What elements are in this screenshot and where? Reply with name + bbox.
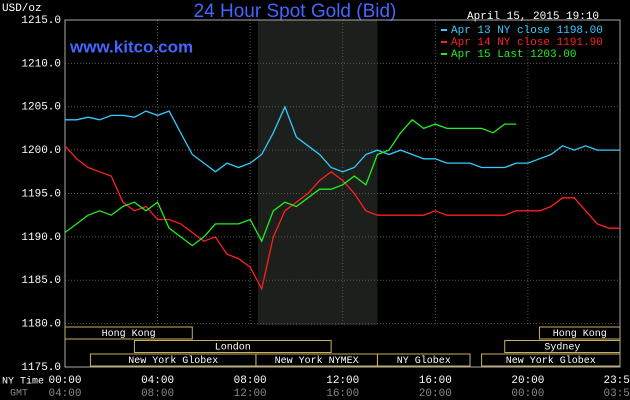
chart-title: 24 Hour Spot Gold (Bid) [194,1,397,22]
legend-label: Apr 15 Last 1203.00 [451,49,576,61]
y-axis-label: USD/oz [2,3,42,15]
x2-axis-label: GMT [10,389,28,400]
x2-tick-label: 08:00 [141,388,174,400]
y-tick-label: 1175.0 [21,362,61,374]
x-tick-label: 16:00 [419,375,452,387]
x-tick-label: 20:00 [511,375,544,387]
session-bar [64,326,193,340]
legend-label: Apr 14 NY close 1191.90 [451,37,603,49]
session-label: Sydney [544,342,580,354]
series-line [65,105,620,173]
session-bar [133,340,332,353]
x-axis-label: NY Time [2,376,44,388]
x-tick-label: 04:00 [141,375,174,387]
x2-tick-label: 00:00 [511,388,544,400]
x2-tick-label: 16:00 [326,388,359,400]
session-label: Hong Kong [102,329,156,340]
session-bar [481,353,621,367]
x2-tick-label: 20:00 [419,388,452,400]
session-bar [504,340,621,353]
y-tick-label: 1210.0 [21,58,61,70]
x-tick-label: 00:00 [48,375,81,387]
session-label: Hong Kong [553,329,607,340]
y-tick-label: 1190.0 [21,232,61,244]
session-label: New York Globex [128,355,218,367]
y-tick-label: 1205.0 [21,102,61,114]
y-tick-label: 1215.0 [21,15,61,27]
x-tick-label: 08:00 [234,375,267,387]
y-tick-label: 1185.0 [21,275,61,287]
session-label: New York Globex [506,355,596,367]
session-label: NY Globex [397,355,451,367]
session-label: New York NYMEX [275,355,359,367]
x2-tick-label: 12:00 [234,388,267,400]
y-tick-label: 1195.0 [21,188,61,200]
x2-tick-label: 03:59 [603,388,630,400]
x-tick-label: 12:00 [326,375,359,387]
x2-tick-label: 04:00 [48,388,81,400]
series-line [64,145,620,291]
y-tick-label: 1200.0 [21,145,61,157]
session-bar [376,353,471,367]
plot-frame [64,19,621,368]
session-bar [538,326,621,340]
legend-label: Apr 13 NY close 1198.00 [451,25,603,37]
watermark: www.kitco.com [69,37,193,56]
session-label: London [215,342,251,354]
timestamp: April 15, 2015 19:10 [467,11,599,23]
highlight-band [257,20,378,325]
y-tick-label: 1180.0 [21,319,61,331]
x-tick-label: 23:59 [603,375,630,387]
series-line [64,118,517,247]
